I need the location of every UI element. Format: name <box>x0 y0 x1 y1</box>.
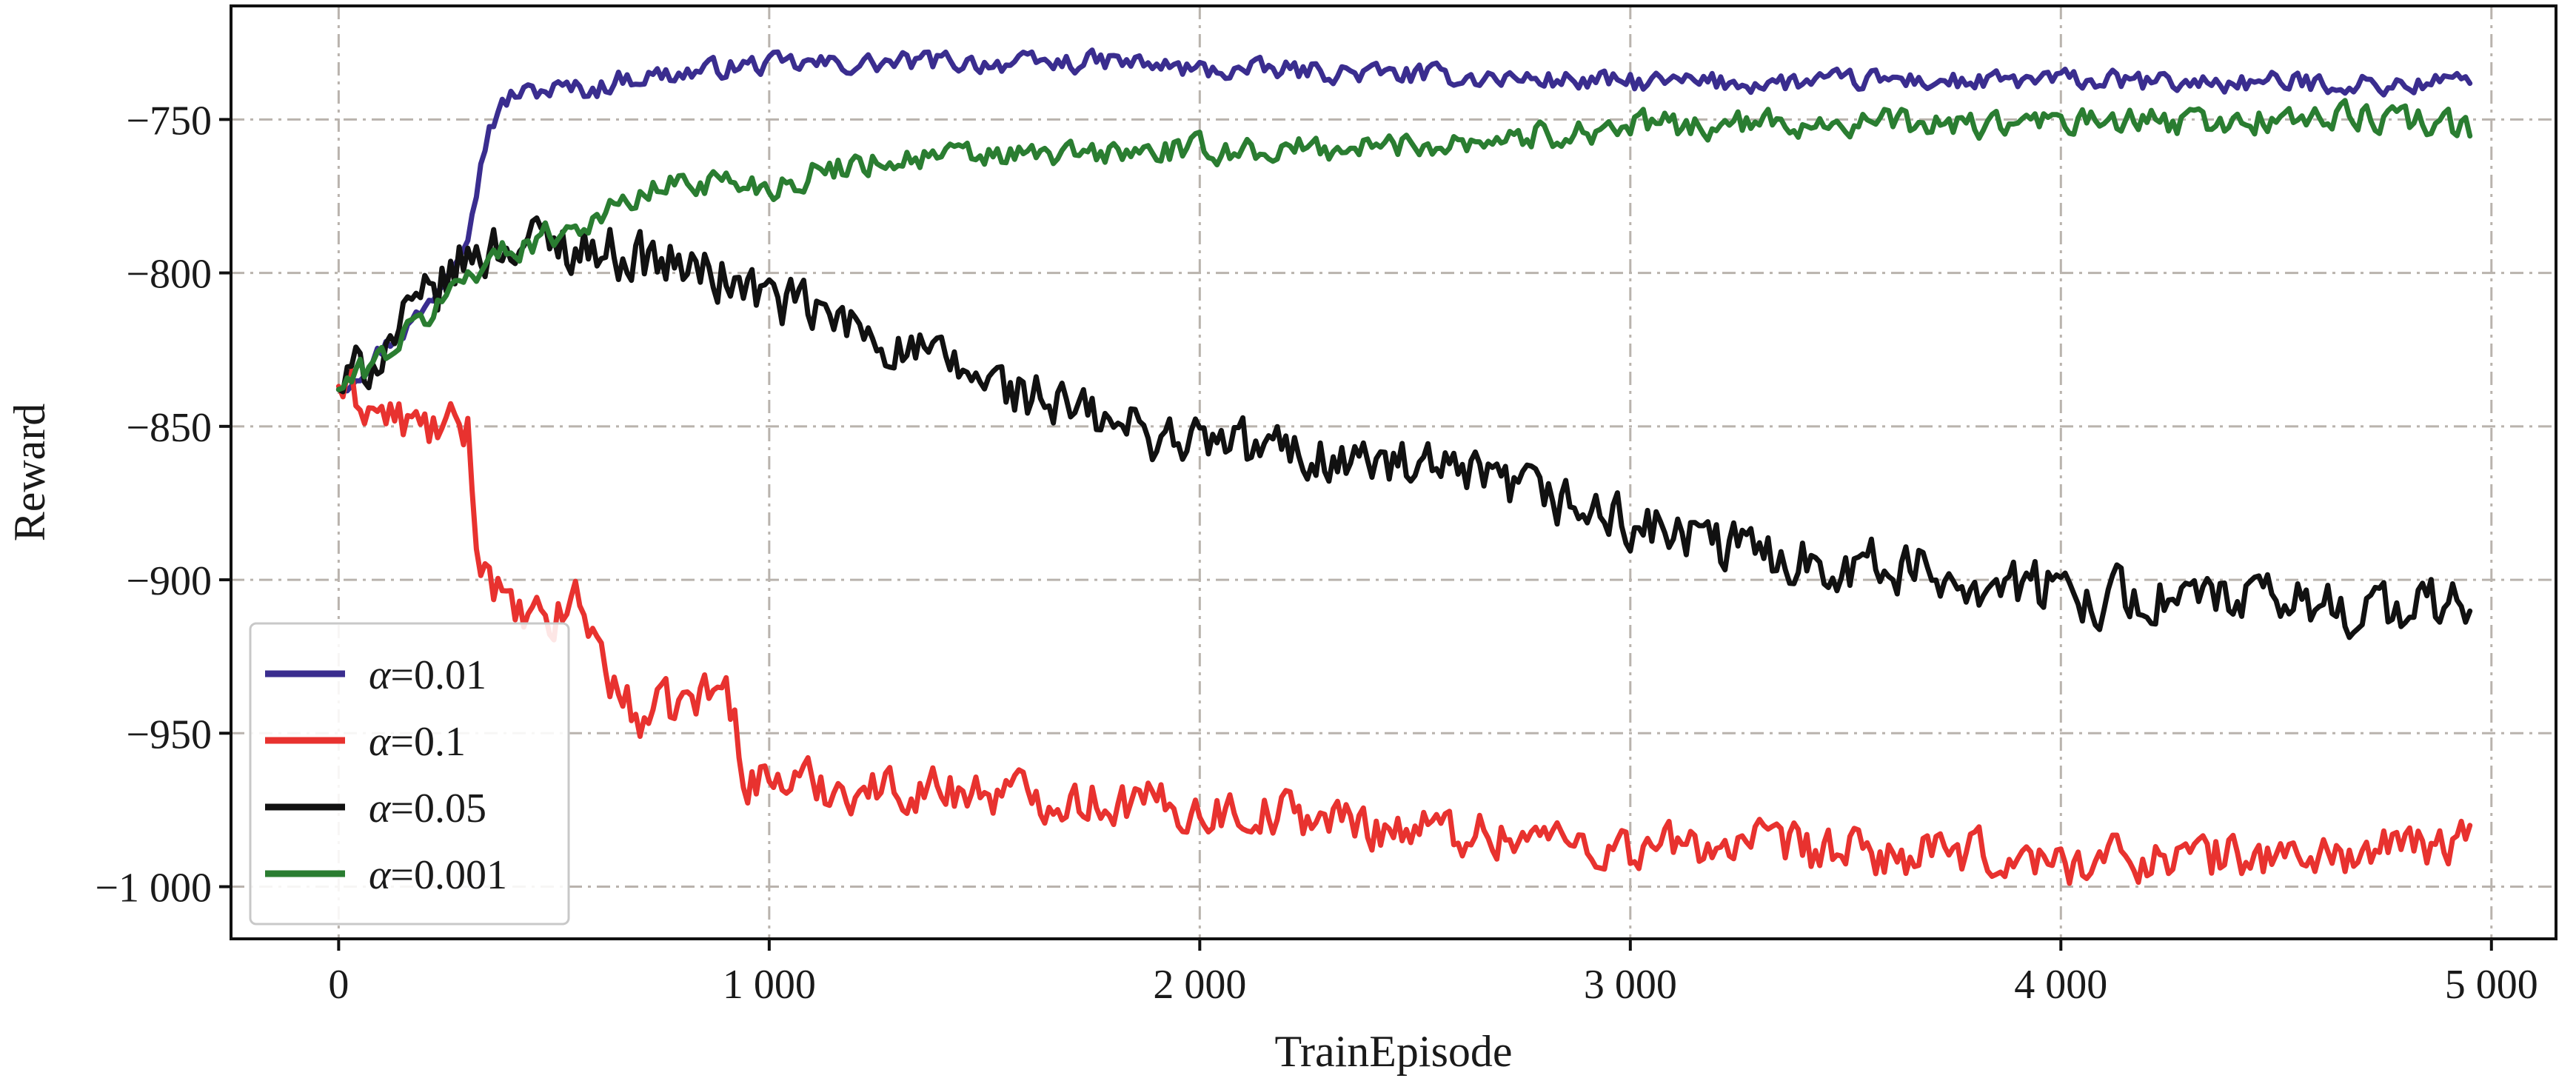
x-tick-label-3: 3 000 <box>1584 962 1677 1008</box>
series-line-1 <box>335 367 2473 886</box>
x-tick-label-0: 0 <box>328 962 349 1008</box>
plot-frame <box>230 4 2557 940</box>
x-tick-label-2: 2 000 <box>1153 962 1246 1008</box>
legend-label-value-1: =0.1 <box>390 719 466 765</box>
x-axis-label: TrainEpisode <box>1274 1027 1512 1076</box>
series-line-3 <box>335 98 2473 392</box>
legend-label-symbol-1: α <box>369 719 392 765</box>
y-tick-label-1: −800 <box>126 252 212 298</box>
y-tick-label-2: −850 <box>126 405 212 451</box>
y-tick-label-4: −950 <box>126 712 212 757</box>
series-line-2 <box>335 215 2473 640</box>
series-lines <box>335 47 2473 886</box>
legend-label-3: α=0.001 <box>369 852 507 898</box>
y-tick-label-5: −1 000 <box>95 866 212 911</box>
y-tick-label-3: −900 <box>126 558 212 604</box>
axis-tick-labels: 0 1 000 2 000 3 000 4 000 5 000 −750 −800 −850 −9… <box>95 98 2537 1008</box>
x-tick-label-5: 5 000 <box>2445 962 2538 1008</box>
legend-label-1: α=0.1 <box>369 719 466 765</box>
legend-label-value-0: =0.01 <box>390 652 486 698</box>
y-axis-label: Reward <box>5 404 54 542</box>
legend: α=0.01α=0.1α=0.05α=0.001 <box>249 622 570 926</box>
legend-label-symbol-0: α <box>369 652 392 698</box>
x-tick-label-1: 1 000 <box>723 962 816 1008</box>
legend-label-symbol-2: α <box>369 786 392 831</box>
y-tick-label-0: −750 <box>126 98 212 144</box>
series-line-0 <box>335 47 2473 394</box>
axis-ticks <box>219 118 2493 951</box>
legend-label-value-2: =0.05 <box>390 786 486 831</box>
legend-label-0: α=0.01 <box>369 652 486 698</box>
legend-box <box>249 622 570 926</box>
legend-label-value-3: =0.001 <box>390 852 507 898</box>
x-tick-label-4: 4 000 <box>2014 962 2107 1008</box>
legend-label-2: α=0.05 <box>369 786 486 831</box>
legend-label-symbol-3: α <box>369 852 392 898</box>
